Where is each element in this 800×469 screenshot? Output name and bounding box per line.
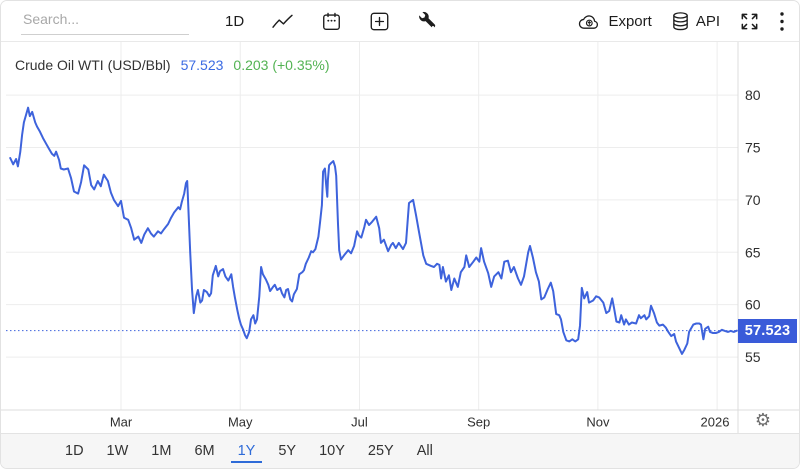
cloud-export-icon [577, 12, 602, 31]
y-axis-label: 55 [745, 349, 761, 365]
interval-button[interactable]: 1D [225, 12, 245, 30]
x-axis-label: 2026 [701, 415, 730, 430]
range-button-1m[interactable]: 1M [144, 440, 178, 463]
last-price: 57.523 [180, 57, 224, 73]
database-icon [671, 11, 690, 32]
fullscreen-icon [739, 11, 760, 32]
kebab-menu-icon [779, 11, 785, 32]
toolbar-actions: Export API [577, 11, 785, 32]
y-axis-label: 70 [745, 192, 761, 208]
price-chart: 80 75 70 65 60 55 Mar May Jul Sep Nov 2026 [1, 42, 799, 434]
gear-icon[interactable]: ⚙︎ [754, 409, 772, 431]
toolbar-chart-controls: 1D [225, 11, 437, 32]
range-button-10y[interactable]: 10Y [312, 440, 352, 463]
symbol-header: Crude Oil WTI (USD/Bbl) 57.523 0.203 (+0… [15, 57, 330, 73]
wrench-icon [417, 11, 437, 31]
chart-type-button[interactable] [271, 12, 294, 31]
range-button-all[interactable]: All [410, 440, 440, 463]
range-button-5y[interactable]: 5Y [271, 440, 303, 463]
chart-area[interactable]: 80 75 70 65 60 55 Mar May Jul Sep Nov 2026 Crude Oi… [1, 42, 799, 434]
tools-button[interactable] [417, 11, 437, 31]
calendar-icon [321, 11, 342, 32]
toolbar: 1D [1, 1, 799, 42]
price-line-series [9, 106, 738, 355]
api-label: API [695, 12, 720, 30]
x-axis-label: Nov [586, 415, 610, 430]
range-selector-bar: 1D 1W 1M 6M 1Y 5Y 10Y 25Y All [1, 433, 799, 468]
search-input[interactable] [21, 7, 189, 35]
y-axis-label: 80 [745, 87, 761, 103]
api-button[interactable]: API [671, 11, 720, 32]
compare-button[interactable] [369, 11, 390, 32]
line-chart-icon [271, 12, 294, 31]
range-button-25y[interactable]: 25Y [361, 440, 401, 463]
range-button-1y[interactable]: 1Y [230, 440, 263, 463]
x-axis-label: Mar [110, 415, 133, 430]
x-axis-label: May [228, 415, 253, 430]
calendar-button[interactable] [321, 11, 342, 32]
range-button-1w[interactable]: 1W [100, 440, 136, 463]
y-axis-label: 65 [745, 244, 761, 260]
last-price-badge: 57.523 [738, 318, 797, 343]
y-axis-label: 75 [745, 140, 761, 156]
x-axis-label: Jul [351, 415, 368, 430]
export-button[interactable]: Export [577, 12, 652, 31]
y-axis-label: 60 [745, 297, 761, 313]
range-button-1d[interactable]: 1D [58, 440, 91, 463]
price-change: 0.203 (+0.35%) [233, 57, 330, 73]
plus-square-icon [369, 11, 390, 32]
fullscreen-button[interactable] [739, 11, 760, 32]
menu-button[interactable] [779, 11, 785, 32]
export-label: Export [608, 12, 652, 30]
x-axis-label: Sep [467, 415, 490, 430]
range-button-6m[interactable]: 6M [187, 440, 221, 463]
symbol-name: Crude Oil WTI (USD/Bbl) [15, 57, 171, 73]
search-box [21, 7, 189, 35]
